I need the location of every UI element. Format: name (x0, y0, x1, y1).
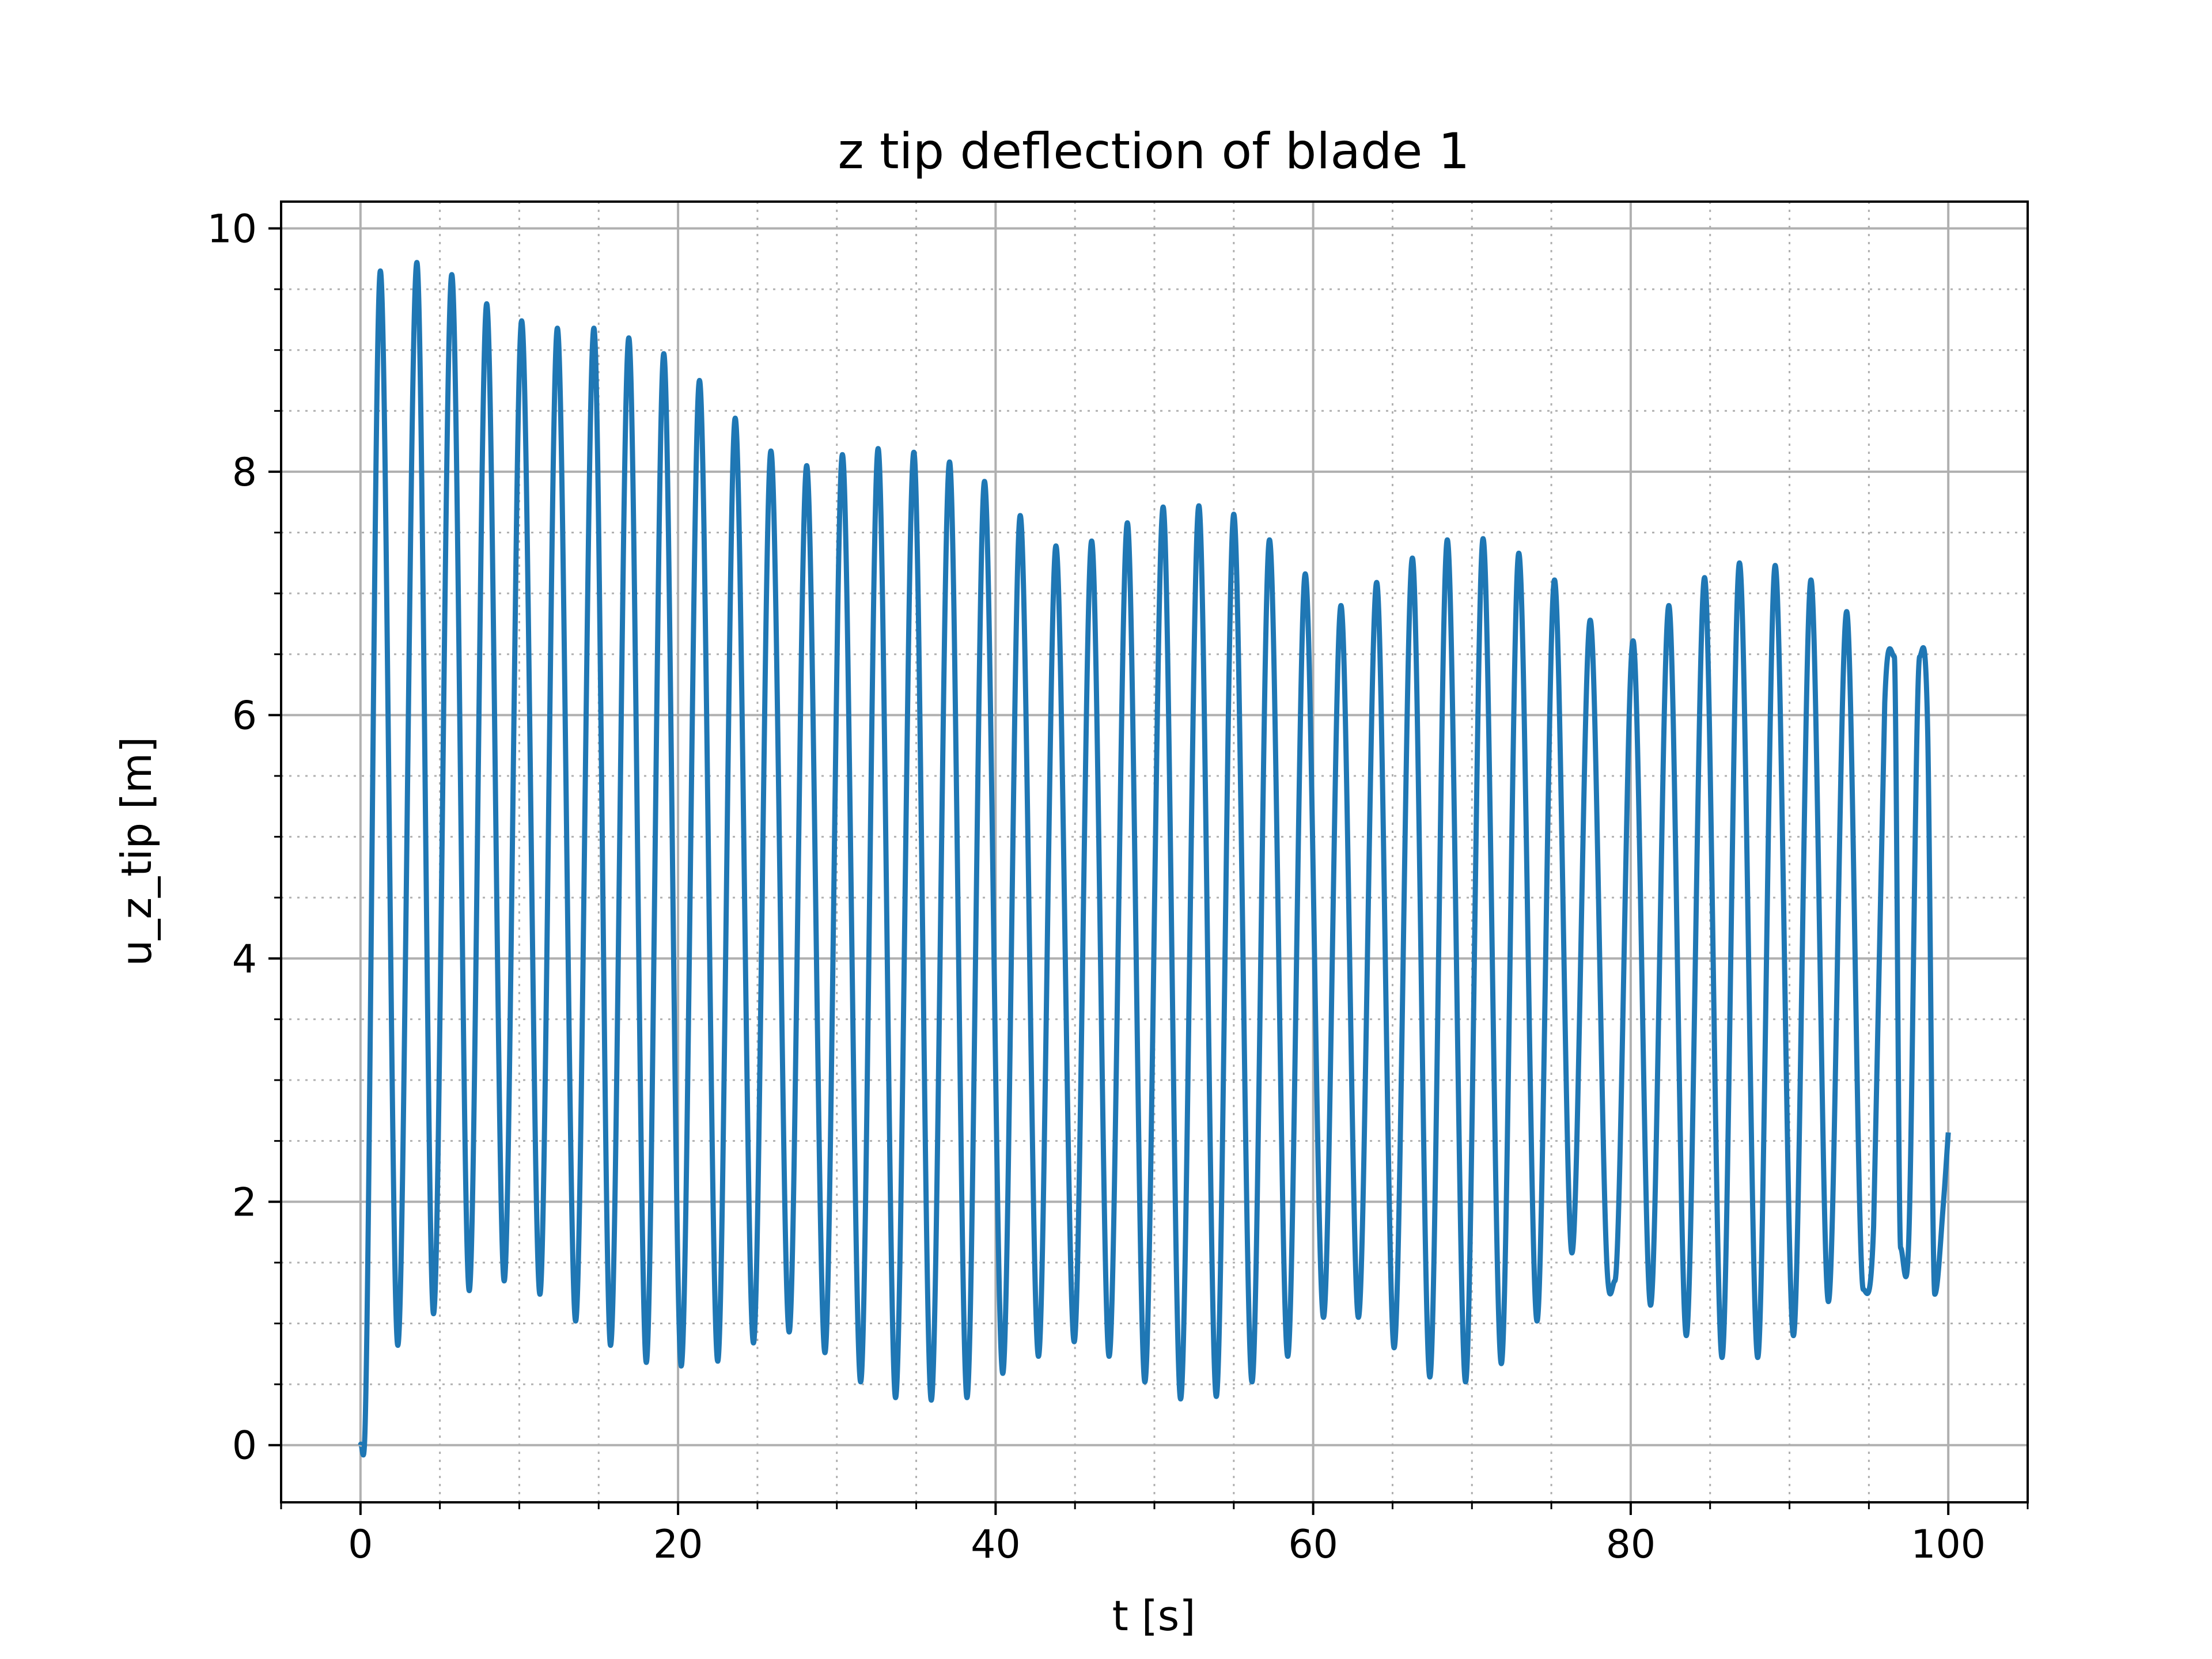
y-tick-label: 10 (207, 206, 257, 252)
chart-title: z tip deflection of blade 1 (838, 123, 1470, 180)
x-tick-label: 40 (971, 1522, 1021, 1567)
y-axis-label: u_z_tip [m] (112, 737, 161, 967)
x-tick-label: 100 (1911, 1522, 1986, 1567)
x-axis: 0 20 40 60 80 100 (280, 1502, 2029, 1567)
y-tick-label: 2 (232, 1180, 257, 1225)
x-tick-label: 0 (348, 1522, 373, 1567)
y-tick-label: 8 (232, 450, 257, 495)
x-tick-label: 60 (1288, 1522, 1338, 1567)
y-tick-label: 6 (232, 693, 257, 738)
x-axis-label: t [s] (1112, 1592, 1196, 1640)
x-tick-label: 20 (653, 1522, 703, 1567)
y-tick-label: 0 (232, 1423, 257, 1469)
plot-area (358, 260, 1951, 1458)
x-tick-label: 80 (1606, 1522, 1656, 1567)
y-tick-label: 4 (232, 937, 257, 982)
series-line (358, 260, 1951, 1458)
y-axis: 0 2 4 6 8 10 (207, 206, 281, 1469)
